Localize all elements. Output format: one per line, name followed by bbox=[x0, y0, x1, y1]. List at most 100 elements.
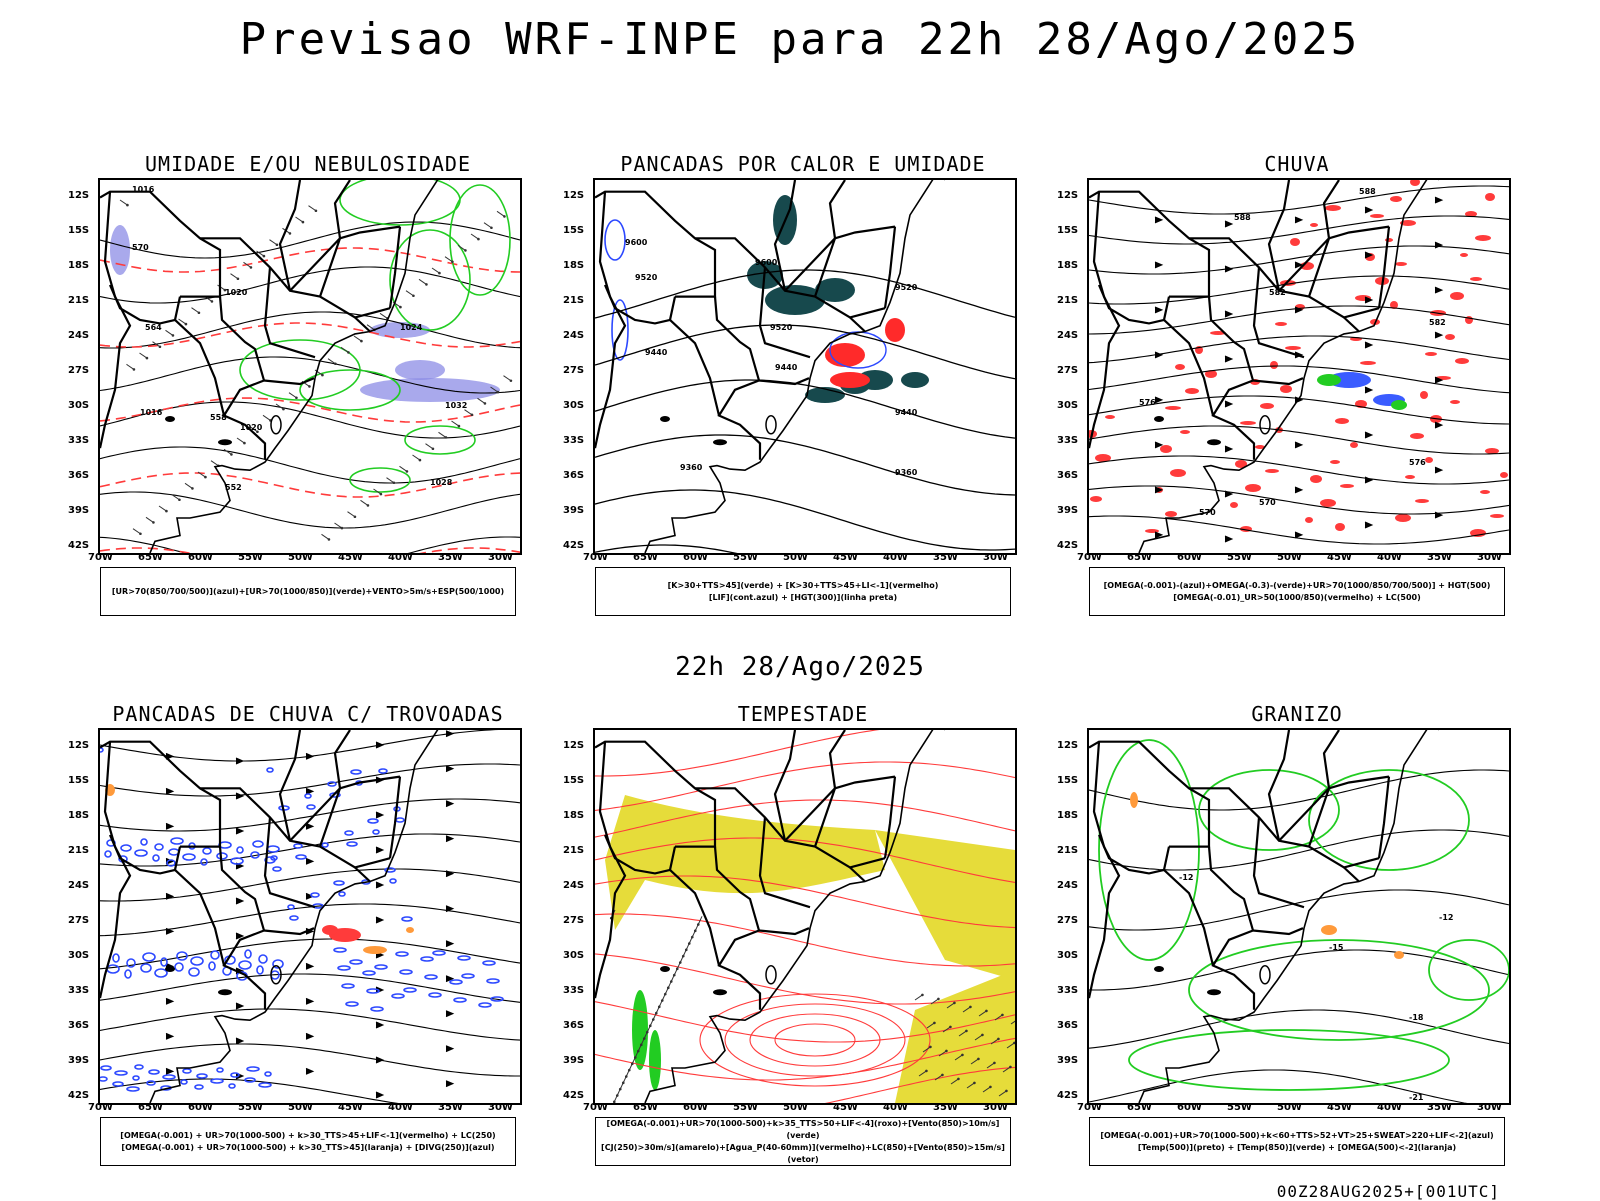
lon-tick-label: 50W bbox=[1277, 1102, 1302, 1113]
legend-line: [LIF](cont.azul) + [HGT(300)](linha pret… bbox=[708, 592, 898, 602]
overlay-layer: 1016 1016 1020 1020 1024 1028 1032 570 564 558 552 bbox=[100, 180, 520, 553]
contour-label: 582 bbox=[1269, 288, 1286, 297]
panel-title: UMIDADE E/OU NEBULOSIDADE bbox=[144, 152, 472, 176]
lat-tick-label: 39S bbox=[1057, 505, 1079, 516]
lat-tick-label: 30S bbox=[563, 950, 585, 961]
map-svg: 1016 1016 1020 1020 1024 1028 1032 570 564 558 552 bbox=[100, 180, 520, 553]
lon-tick-label: 35W bbox=[933, 552, 958, 563]
lat-tick-label: 18S bbox=[68, 810, 90, 821]
lat-tick-label: 42S bbox=[563, 1090, 585, 1101]
lon-tick-label: 50W bbox=[783, 552, 808, 563]
legend-line: [OMEGA(-0.001) + UR>70(1000-500) + k>30_… bbox=[121, 1142, 495, 1152]
panel-legend: [UR>70(850/700/500)](azul)+[UR>70(1000/8… bbox=[100, 567, 516, 616]
contour-label: 582 bbox=[1429, 318, 1446, 327]
lon-tick-label: 40W bbox=[1377, 1102, 1402, 1113]
lat-tick-label: 39S bbox=[1057, 1055, 1079, 1066]
lat-tick-label: 33S bbox=[563, 985, 585, 996]
overlay-layer bbox=[100, 730, 520, 1103]
contour-label: 588 bbox=[1359, 187, 1376, 196]
lat-tick-label: 24S bbox=[68, 330, 90, 341]
lat-tick-label: 39S bbox=[68, 1055, 90, 1066]
lon-tick-label: 30W bbox=[488, 1102, 513, 1113]
lat-tick-label: 33S bbox=[68, 985, 90, 996]
coastline-borders bbox=[100, 730, 450, 1103]
lat-tick-label: 21S bbox=[68, 845, 90, 856]
lat-tick-label: 12S bbox=[563, 740, 585, 751]
contour-label: 576 bbox=[1139, 398, 1156, 407]
panel-title: GRANIZO bbox=[1251, 702, 1343, 726]
lon-tick-label: 70W bbox=[583, 1102, 608, 1113]
panel-title: TEMPESTADE bbox=[737, 702, 869, 726]
legend-line: [OMEGA(-0.001)-(azul)+OMEGA(-0.3)-(verde… bbox=[1103, 580, 1491, 590]
contour-label: 9520 bbox=[895, 283, 918, 292]
lon-tick-label: 45W bbox=[1327, 552, 1352, 563]
contour-label: -12 bbox=[1179, 873, 1193, 882]
lon-tick-label: 45W bbox=[338, 552, 363, 563]
lon-tick-label: 45W bbox=[1327, 1102, 1352, 1113]
lat-tick-label: 30S bbox=[1057, 950, 1079, 961]
map-area: -12 -12 -15 -18 -21 bbox=[1087, 728, 1511, 1105]
contour-label: 552 bbox=[225, 483, 242, 492]
lat-tick-label: 36S bbox=[1057, 470, 1079, 481]
lat-tick-label: 24S bbox=[68, 880, 90, 891]
coastline-borders bbox=[100, 180, 450, 553]
contour-label: 588 bbox=[1234, 213, 1251, 222]
lat-tick-label: 12S bbox=[68, 740, 90, 751]
lon-tick-label: 55W bbox=[733, 552, 758, 563]
lon-tick-label: 55W bbox=[238, 552, 263, 563]
lat-tick-label: 36S bbox=[68, 1020, 90, 1031]
lat-tick-label: 39S bbox=[68, 505, 90, 516]
lat-tick-label: 27S bbox=[68, 365, 90, 376]
lat-tick-label: 27S bbox=[1057, 365, 1079, 376]
lon-tick-label: 55W bbox=[733, 1102, 758, 1113]
contour-label: 9600 bbox=[625, 238, 648, 247]
contour-label: 9440 bbox=[895, 408, 918, 417]
map-area bbox=[98, 728, 522, 1105]
contour-label: 1028 bbox=[430, 478, 453, 487]
lon-tick-label: 65W bbox=[1127, 552, 1152, 563]
lat-tick-label: 36S bbox=[563, 470, 585, 481]
lat-tick-label: 36S bbox=[68, 470, 90, 481]
lat-tick-label: 24S bbox=[1057, 880, 1079, 891]
lat-tick-label: 21S bbox=[1057, 845, 1079, 856]
contour-label: 1020 bbox=[225, 288, 248, 297]
coastline-borders bbox=[595, 730, 945, 1103]
lat-tick-label: 30S bbox=[1057, 400, 1079, 411]
panel-legend: [K>30+TTS>45](verde) + [K>30+TTS>45+LI<-… bbox=[595, 567, 1011, 616]
lon-tick-label: 65W bbox=[633, 552, 658, 563]
contour-label: 9360 bbox=[680, 463, 703, 472]
lat-tick-label: 18S bbox=[563, 810, 585, 821]
lat-tick-label: 33S bbox=[1057, 435, 1079, 446]
lon-tick-label: 70W bbox=[88, 552, 113, 563]
panel-title: CHUVA bbox=[1264, 152, 1330, 176]
contour-label: 558 bbox=[210, 413, 227, 422]
panel-legend: [OMEGA(-0.001)+UR>70(1000-500)+k>35_TTS>… bbox=[595, 1117, 1011, 1166]
lat-tick-label: 27S bbox=[68, 915, 90, 926]
lat-tick-label: 12S bbox=[1057, 740, 1079, 751]
lon-tick-label: 70W bbox=[1077, 1102, 1102, 1113]
contour-label: 9520 bbox=[770, 323, 793, 332]
lon-tick-label: 35W bbox=[1427, 552, 1452, 563]
lat-tick-label: 15S bbox=[68, 775, 90, 786]
lon-tick-label: 60W bbox=[188, 1102, 213, 1113]
legend-line: [OMEGA(-0.01)_UR>50(1000/850)(vermelho) … bbox=[1173, 592, 1421, 602]
lat-tick-label: 42S bbox=[1057, 1090, 1079, 1101]
panel-legend: [OMEGA(-0.001)-(azul)+OMEGA(-0.3)-(verde… bbox=[1089, 567, 1505, 616]
contour-label: -15 bbox=[1329, 943, 1344, 952]
lat-tick-label: 36S bbox=[563, 1020, 585, 1031]
contour-label: 576 bbox=[1409, 458, 1426, 467]
legend-line: [UR>70(850/700/500)](azul)+[UR>70(1000/8… bbox=[111, 586, 505, 596]
lat-tick-label: 21S bbox=[1057, 295, 1079, 306]
lat-tick-label: 21S bbox=[563, 845, 585, 856]
lon-tick-label: 70W bbox=[88, 1102, 113, 1113]
map-svg: 9600 9600 9520 9520 9520 9440 9440 9440 9360 9360 bbox=[595, 180, 1015, 553]
lon-tick-label: 60W bbox=[188, 552, 213, 563]
panel-title: PANCADAS POR CALOR E UMIDADE bbox=[620, 152, 986, 176]
lon-tick-label: 65W bbox=[138, 552, 163, 563]
main-title: Previsao WRF-INPE para 22h 28/Ago/2025 bbox=[239, 14, 1361, 65]
lat-tick-label: 33S bbox=[563, 435, 585, 446]
contour-label: 564 bbox=[145, 323, 162, 332]
lon-tick-label: 50W bbox=[288, 1102, 313, 1113]
lon-tick-label: 30W bbox=[1477, 1102, 1502, 1113]
